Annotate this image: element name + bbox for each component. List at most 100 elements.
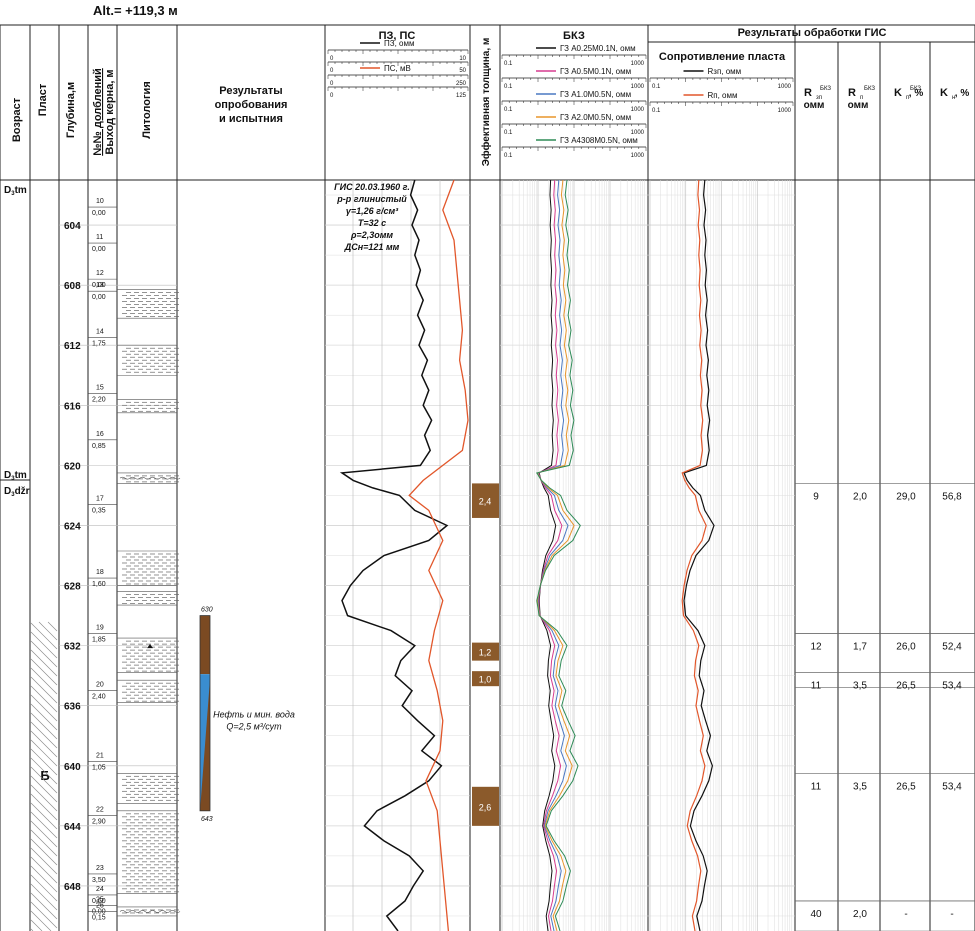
layer-hatch-line	[30, 703, 58, 731]
rzp-curve	[683, 179, 715, 931]
lithology-bed	[117, 906, 181, 917]
lateral-scale-right: 1000	[631, 84, 645, 90]
layer-hatch-line	[30, 694, 58, 722]
lithology-symbol	[147, 644, 153, 649]
lithology-bed	[117, 591, 179, 606]
lateral-scale: ГЗ A0.25M0.1N, омм 0.1 1000	[501, 44, 647, 67]
core-run-recovery: 0,35	[92, 507, 106, 514]
effective-thickness-column: 2,4 1,2 1,0 2,6	[472, 483, 499, 826]
test-interval-frame	[199, 615, 211, 812]
eff-interval-label: 1,0	[479, 675, 492, 685]
depth-label: 616	[64, 401, 81, 412]
core-run-recovery: 1,75	[92, 341, 106, 348]
layer-hatch-line	[30, 802, 58, 830]
processing-rzp: 40	[810, 909, 822, 920]
lithology-wave	[169, 476, 181, 480]
frame	[0, 24, 975, 931]
gis-note-line: T=32 с	[358, 218, 386, 228]
gis-note: ГИС 20.03.1960 г. р-р глинистый γ=1,26 г/с…	[334, 182, 410, 252]
processing-rp: 1,7	[853, 642, 867, 653]
processing-kn: 53,4	[942, 781, 962, 792]
processing-kn: 56,8	[942, 491, 962, 502]
sp-scale-name: ПС, мВ	[384, 64, 411, 73]
processing-header-symbol: R	[848, 87, 856, 99]
lateral-scale-left: 0.1	[504, 84, 513, 90]
processing-header-symbol: R	[804, 87, 812, 99]
core-run-number: 25	[96, 896, 104, 903]
layer-hatch-line	[30, 901, 58, 929]
core-run-number: 17	[96, 495, 104, 502]
gis-note-line: р-р глинистый	[336, 194, 407, 204]
eff-interval-label: 2,4	[479, 497, 492, 507]
depth-label: 624	[64, 521, 81, 532]
depth-label: 612	[64, 341, 81, 352]
header-resistivity: Сопротивление пласта	[659, 51, 786, 63]
lithology-wave	[159, 476, 171, 480]
layer-hatch-line	[30, 865, 58, 893]
lateral-scale: ГЗ A4308M0.5N, омм 0.1 1000	[501, 136, 647, 159]
core-run-recovery: 0,85	[92, 443, 106, 450]
core-run-number: 24	[96, 886, 104, 893]
processing-rp: 3,5	[853, 781, 867, 792]
layer-hatch-line	[30, 829, 58, 857]
eff-interval	[472, 671, 499, 687]
layer-hatch-line	[30, 721, 58, 749]
depth-label: 608	[64, 281, 81, 292]
lithology-bed	[117, 810, 179, 894]
sp-scale-right: 250	[456, 81, 467, 87]
depth-label: 604	[64, 221, 81, 232]
core-run-recovery: 1,60	[92, 581, 106, 588]
lithology-wave	[169, 910, 181, 913]
test-oil-wedge	[200, 679, 210, 811]
layer-hatch-line	[30, 676, 58, 704]
processing-kn: 52,4	[942, 642, 962, 653]
processing-header-sub: н	[952, 95, 955, 101]
layer-hatch-line	[30, 793, 58, 821]
depth-label: 620	[64, 461, 81, 472]
core-run-number: 15	[96, 384, 104, 391]
layer-hatch-line	[30, 748, 58, 776]
test-water-band	[200, 674, 210, 811]
resistivity-scale-name: Rзп, омм	[708, 67, 742, 76]
layer-hatch-line	[30, 757, 58, 785]
layer-hatch-line	[30, 856, 58, 884]
depth-label: 628	[64, 582, 81, 593]
processing-rp: 3,5	[853, 681, 867, 692]
test-result-2: Q=2,5 м³/сут	[226, 722, 282, 732]
resistivity-scale: Rзп, омм 0.1 1000	[649, 67, 794, 90]
core-run-number: 13	[96, 282, 104, 289]
processing-header-unit: , %	[955, 88, 970, 99]
processing-kn: 53,4	[942, 681, 962, 692]
resistivity-scale-right: 1000	[778, 84, 792, 90]
log-curves	[339, 179, 715, 931]
header-age: Возраст	[11, 97, 23, 142]
lithology-wave	[119, 476, 131, 480]
gis-note-line: γ=1,26 г/см³	[346, 206, 399, 216]
depth-labels: 604 608 612 616 620 624 628 632 636 640 644 648	[64, 221, 81, 893]
processing-kp: 26,5	[896, 781, 916, 792]
sp-scale-left: 0	[330, 93, 334, 99]
layer-hatch-line	[30, 766, 58, 794]
header-testing-3: и испытния	[219, 113, 283, 125]
lateral-curve	[536, 179, 581, 931]
lithology-wave	[139, 476, 151, 480]
lithology-wave	[149, 476, 161, 480]
header-lateral: БКЗ	[563, 30, 585, 42]
processing-header-sup: БКЗ	[910, 86, 921, 92]
layer-hatch-line	[38, 621, 58, 641]
lateral-curve	[536, 179, 575, 931]
layer-hatch-line	[30, 667, 58, 695]
sp-scales: ПЗ, омм 0 10 0 50 ПС, мВ 0 250 0 125	[327, 39, 469, 99]
test-oil-band	[200, 615, 210, 675]
eff-interval	[472, 786, 499, 826]
ps-curve	[408, 179, 469, 931]
layer-hatch-line	[30, 622, 58, 650]
resistivity-scale-left: 0.1	[652, 108, 661, 114]
header-sp-track: ПЗ, ПС	[379, 30, 416, 42]
lateral-scale-name: ГЗ A0.5M0.1N, омм	[560, 67, 631, 76]
sp-scale: ПЗ, омм 0 10	[327, 39, 469, 62]
lithology-bed	[117, 550, 179, 586]
processing-header-unit: , %	[909, 88, 924, 99]
